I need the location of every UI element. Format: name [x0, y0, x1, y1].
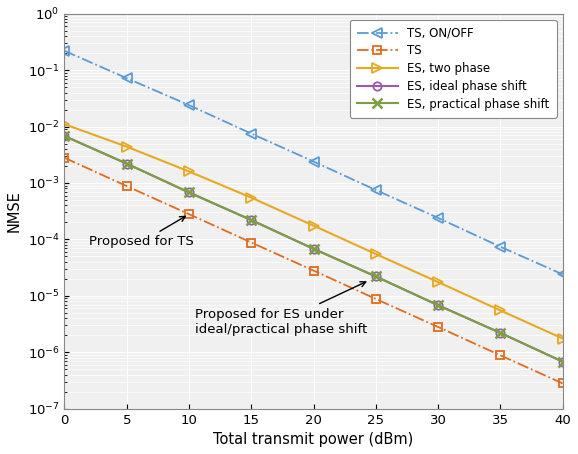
Y-axis label: NMSE: NMSE	[7, 190, 22, 232]
ES, practical phase shift	[123, 161, 130, 167]
X-axis label: Total transmit power (dBm): Total transmit power (dBm)	[213, 432, 414, 447]
TS	[248, 240, 255, 245]
TS	[559, 381, 566, 386]
TS	[123, 183, 130, 189]
TS	[435, 324, 442, 330]
ES, ideal phase shift	[123, 161, 130, 167]
ES, ideal phase shift	[61, 133, 68, 139]
ES, two phase	[186, 169, 192, 174]
ES, practical phase shift	[186, 190, 192, 195]
ES, ideal phase shift	[559, 359, 566, 365]
ES, two phase	[372, 252, 379, 257]
TS, ON/OFF	[372, 188, 379, 193]
TS, ON/OFF	[123, 75, 130, 81]
ES, two phase	[310, 223, 317, 228]
Line: ES, practical phase shift: ES, practical phase shift	[60, 131, 568, 366]
Text: Proposed for TS: Proposed for TS	[90, 217, 194, 248]
ES, ideal phase shift	[435, 302, 442, 308]
ES, ideal phase shift	[248, 217, 255, 223]
ES, two phase	[559, 336, 566, 341]
Line: TS, ON/OFF: TS, ON/OFF	[60, 46, 568, 279]
ES, two phase	[497, 308, 504, 313]
Text: Proposed for ES under
ideal/practical phase shift: Proposed for ES under ideal/practical ph…	[195, 282, 368, 336]
ES, practical phase shift	[248, 217, 255, 223]
Line: ES, two phase: ES, two phase	[60, 119, 568, 343]
TS, ON/OFF	[435, 215, 442, 221]
TS, ON/OFF	[497, 244, 504, 250]
ES, practical phase shift	[559, 359, 566, 365]
ES, two phase	[248, 195, 255, 200]
TS, ON/OFF	[248, 131, 255, 136]
ES, ideal phase shift	[497, 330, 504, 336]
TS	[497, 353, 504, 358]
TS	[310, 268, 317, 273]
ES, ideal phase shift	[186, 190, 192, 195]
TS	[186, 212, 192, 217]
Line: ES, ideal phase shift: ES, ideal phase shift	[60, 132, 567, 366]
Legend: TS, ON/OFF, TS, ES, two phase, ES, ideal phase shift, ES, practical phase shift: TS, ON/OFF, TS, ES, two phase, ES, ideal…	[350, 20, 557, 118]
ES, two phase	[61, 122, 68, 127]
TS, ON/OFF	[61, 48, 68, 54]
ES, practical phase shift	[435, 302, 442, 308]
TS, ON/OFF	[186, 103, 192, 108]
TS, ON/OFF	[559, 271, 566, 277]
ES, ideal phase shift	[310, 246, 317, 252]
Line: TS: TS	[60, 153, 567, 388]
ES, practical phase shift	[497, 330, 504, 336]
TS	[61, 155, 68, 160]
ES, practical phase shift	[61, 133, 68, 139]
TS, ON/OFF	[310, 159, 317, 164]
ES, practical phase shift	[372, 274, 379, 279]
ES, ideal phase shift	[372, 274, 379, 279]
ES, two phase	[435, 279, 442, 285]
ES, practical phase shift	[310, 246, 317, 252]
ES, two phase	[123, 144, 130, 149]
TS	[372, 296, 379, 301]
